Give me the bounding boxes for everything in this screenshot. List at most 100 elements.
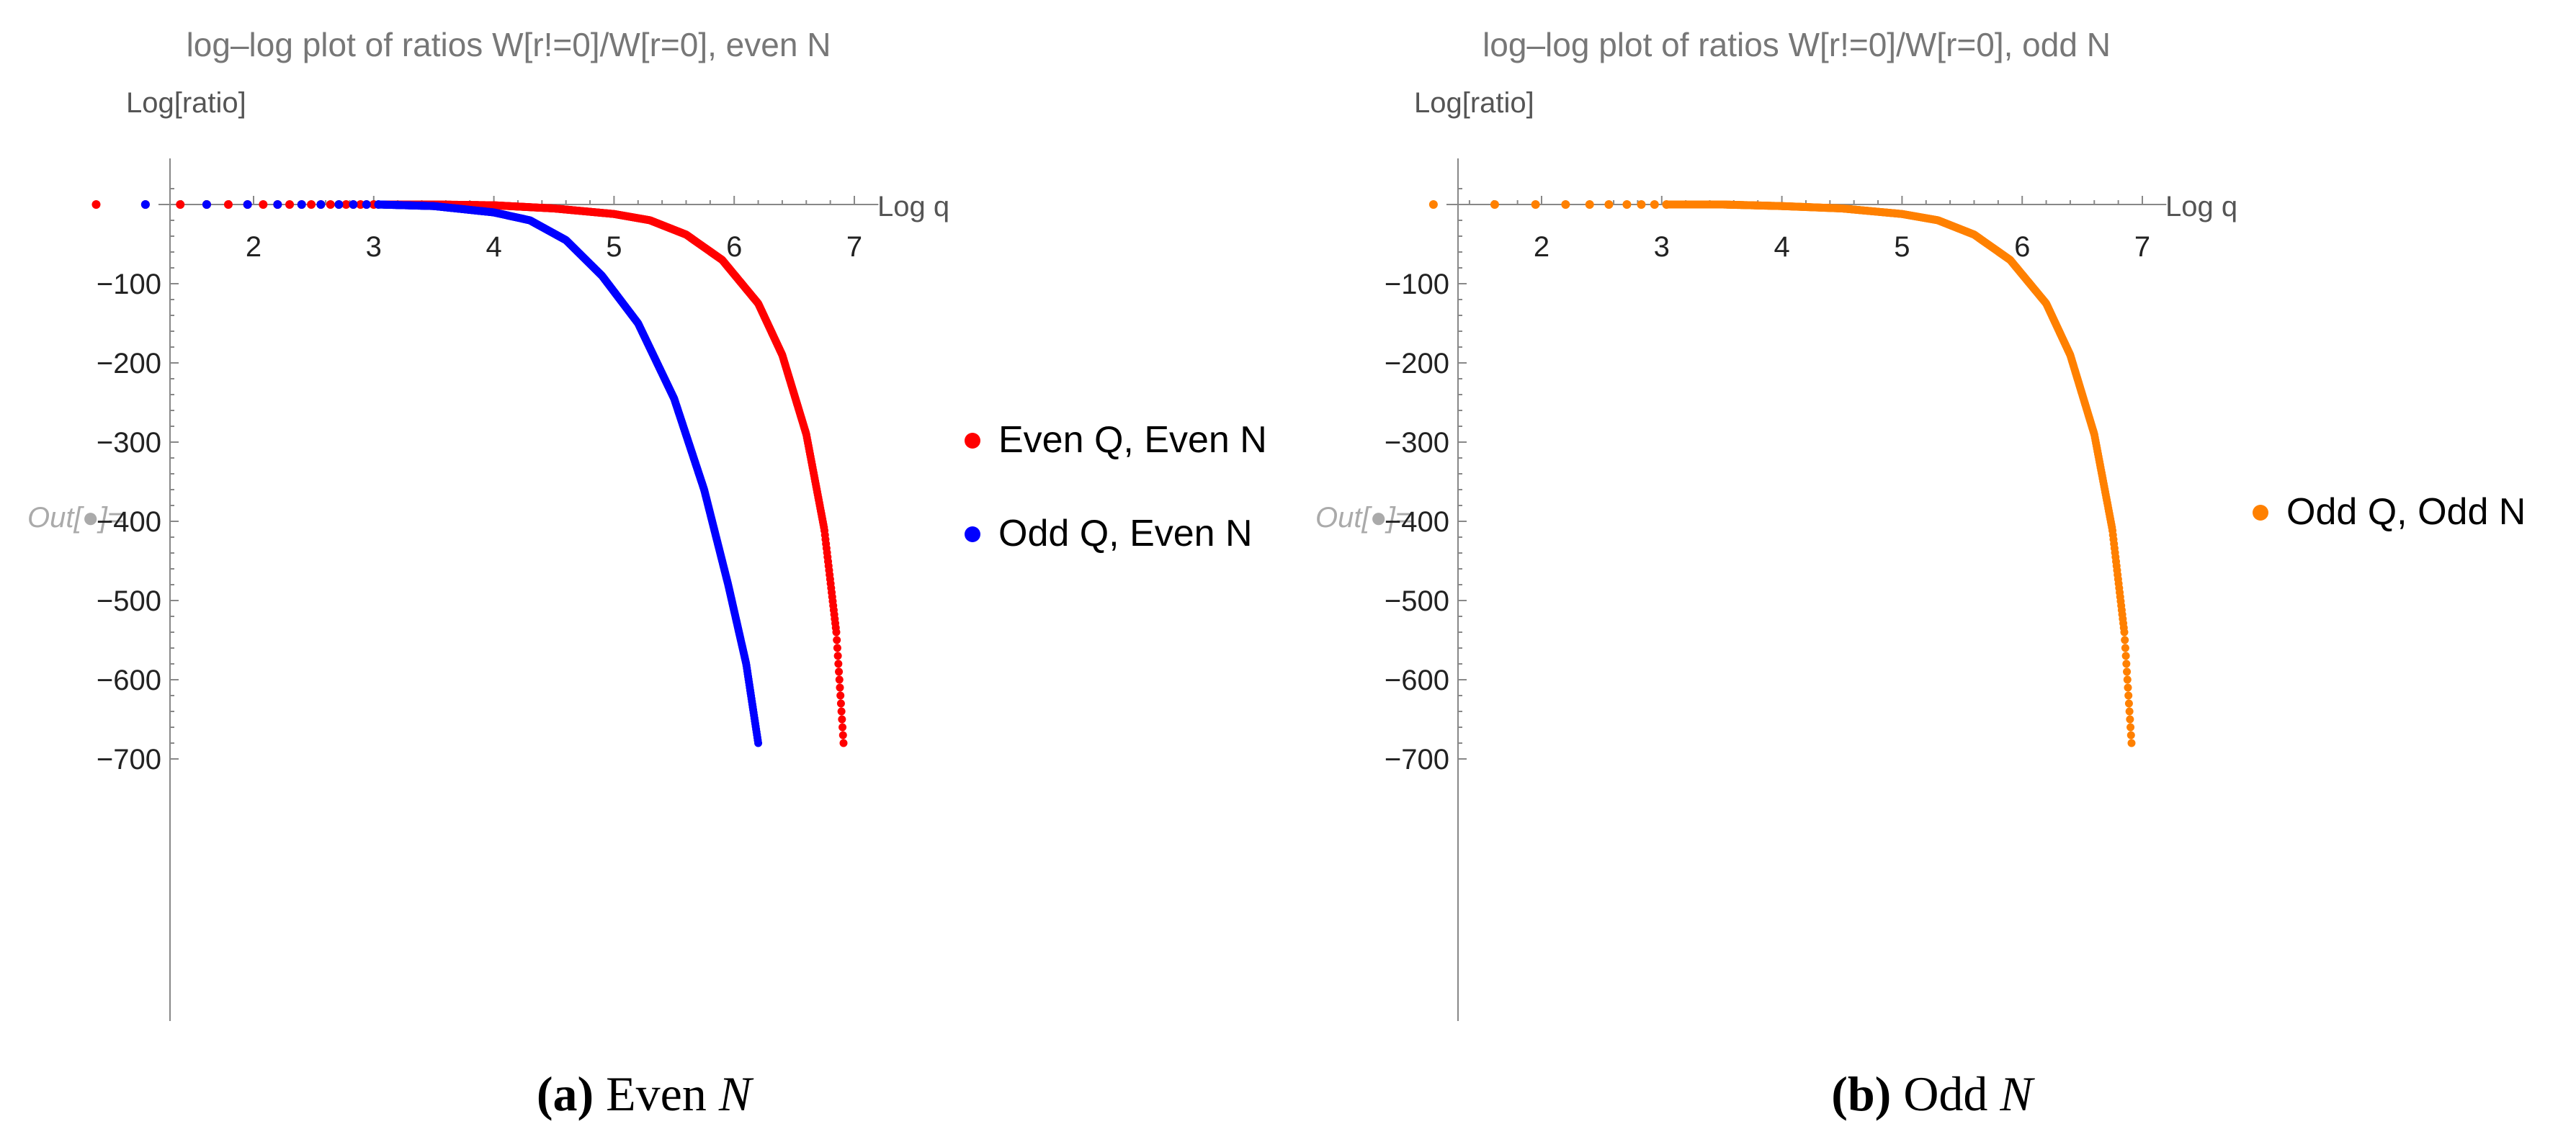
y-axis-label: Log[ratio] [126, 87, 246, 119]
data-point [91, 200, 101, 209]
x-tick-label: 7 [2134, 231, 2150, 263]
y-tick-label: −500 [1385, 585, 1449, 617]
data-point [2122, 660, 2131, 668]
legend-label: Odd Q, Even N [998, 513, 1253, 554]
y-tick-label: −500 [97, 585, 161, 617]
data-point [833, 636, 841, 644]
caption-a-text: Even [606, 1066, 707, 1121]
y-tick-label: −700 [1385, 744, 1449, 775]
data-point [838, 715, 846, 724]
data-point [223, 200, 233, 209]
data-point [349, 200, 358, 209]
data-point [316, 200, 326, 209]
data-point [243, 200, 252, 209]
data-point [2126, 723, 2135, 732]
data-point [2121, 652, 2130, 660]
y-tick-label: −100 [1385, 269, 1449, 300]
data-point [362, 200, 371, 209]
out-label: Out[●]= [27, 502, 124, 534]
data-point [1531, 200, 1540, 209]
data-point [836, 691, 845, 700]
y-tick-label: −600 [97, 665, 161, 696]
series-odd-q-even-n [140, 200, 763, 747]
data-point [202, 200, 211, 209]
data-point [754, 739, 763, 747]
chart-even-n: log–log plot of ratios W[r!=0]/W[r=0], e… [27, 26, 1267, 1021]
y-tick-label: −200 [1385, 348, 1449, 379]
data-point [839, 739, 848, 747]
y-tick-label: −300 [97, 427, 161, 459]
data-point [341, 200, 351, 209]
data-point [2124, 699, 2133, 708]
data-point [297, 200, 306, 209]
data-point [1428, 200, 1438, 209]
data-point [2127, 739, 2136, 747]
data-point [273, 200, 282, 209]
data-point [836, 683, 844, 692]
data-point [334, 200, 344, 209]
caption-a-var: N [718, 1066, 752, 1121]
x-tick-label: 3 [366, 231, 382, 263]
data-point [838, 723, 847, 732]
chart-title: log–log plot of ratios W[r!=0]/W[r=0], e… [187, 26, 831, 63]
legend-label: Even Q, Even N [998, 419, 1267, 461]
data-point [1604, 200, 1614, 209]
data-point [1561, 200, 1570, 209]
data-point [1637, 200, 1646, 209]
data-point [356, 200, 365, 209]
data-point [2121, 636, 2129, 644]
chart-panel-odd-n: log–log plot of ratios W[r!=0]/W[r=0], o… [1288, 0, 2576, 1142]
data-point [836, 699, 845, 708]
x-tick-label: 2 [1534, 231, 1549, 263]
data-point [326, 200, 335, 209]
y-axis-label: Log[ratio] [1414, 87, 1534, 119]
x-tick-label: 6 [2014, 231, 2030, 263]
caption-a: (a) Even N [0, 1066, 1288, 1123]
data-point [1490, 200, 1499, 209]
legend-label: Odd Q, Odd N [2286, 491, 2526, 533]
data-point [2121, 644, 2129, 652]
data-point [837, 707, 846, 716]
y-tick-label: −400 [1385, 506, 1449, 538]
data-point [832, 628, 841, 637]
data-point [1650, 200, 1659, 209]
data-point [176, 200, 185, 209]
data-point [140, 200, 150, 209]
y-tick-label: −400 [97, 506, 161, 538]
series-odd-q-odd-n [1428, 200, 2136, 747]
data-point [2120, 628, 2129, 637]
y-tick-label: −300 [1385, 427, 1449, 459]
caption-b-text: Odd [1903, 1066, 1988, 1121]
data-point [838, 731, 847, 739]
data-point [835, 667, 844, 676]
x-axis-label: Log q [2165, 191, 2237, 222]
caption-b-var: N [2000, 1066, 2033, 1121]
data-point [2124, 683, 2132, 692]
x-tick-label: 6 [726, 231, 742, 263]
data-point [2125, 707, 2134, 716]
data-point [2123, 675, 2132, 684]
data-point [2124, 691, 2133, 700]
out-label: Out[●]= [1315, 502, 1412, 534]
data-point [1585, 200, 1594, 209]
caption-b-letter: (b) [1831, 1066, 1892, 1121]
data-point [833, 644, 841, 652]
x-tick-label: 3 [1654, 231, 1670, 263]
data-point [259, 200, 268, 209]
legend-marker [2253, 505, 2268, 521]
x-tick-label: 4 [1774, 231, 1789, 263]
data-point [2123, 667, 2132, 676]
y-tick-label: −100 [97, 269, 161, 300]
data-point [833, 652, 842, 660]
data-point [2126, 715, 2134, 724]
chart-panel-even-n: log–log plot of ratios W[r!=0]/W[r=0], e… [0, 26, 1288, 1123]
x-tick-label: 5 [606, 231, 622, 263]
legend-marker [965, 433, 980, 449]
data-point [834, 660, 843, 668]
data-point [285, 200, 295, 209]
data-point [835, 675, 844, 684]
x-tick-label: 7 [846, 231, 862, 263]
data-point [1622, 200, 1632, 209]
legend-marker [965, 526, 980, 542]
y-tick-label: −600 [1385, 665, 1449, 696]
